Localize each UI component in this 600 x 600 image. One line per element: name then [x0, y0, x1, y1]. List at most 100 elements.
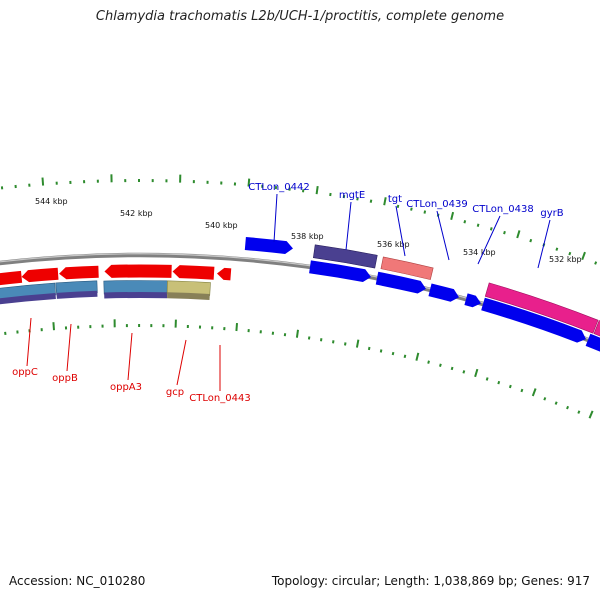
scale-tick [410, 207, 413, 211]
label-leader [537, 219, 551, 269]
scale-ticks: 544 kbp 542 kbp 540 kbp 538 kbp 536 kbp 534 k… [0, 174, 598, 419]
cds-reverse [172, 265, 215, 280]
cds-reverse-oppC-inner [0, 293, 56, 305]
scale-tick [476, 223, 480, 227]
scale-tick [427, 360, 430, 364]
scale-tick [450, 211, 455, 221]
scale-tick [396, 204, 400, 209]
scale-tick [520, 388, 524, 393]
cds-reverse [59, 265, 99, 280]
cds-forward-tgt [380, 256, 434, 280]
scale-tick [516, 230, 521, 239]
scale-tick [450, 366, 454, 371]
scale-tick-label: 532 kbp [549, 255, 582, 264]
scale-tick [383, 197, 387, 206]
scale-tick [332, 340, 335, 344]
scale-tick [555, 247, 559, 251]
label-leader [66, 323, 72, 372]
feature-labels: CTLon_0442 mgtE tgt CTLon_0439 CTLon_0438 gyr… [12, 182, 564, 404]
scale-tick [485, 377, 489, 381]
scale-tick [462, 370, 466, 374]
label-leader [345, 201, 352, 251]
scale-tick [508, 384, 512, 389]
map-title: Chlamydia trachomatis L2b/UCH-1/proctiti… [95, 9, 505, 24]
accession-text: Accession: NC_010280 [9, 574, 146, 588]
scale-tick [531, 388, 537, 397]
scale-tick [369, 199, 373, 203]
scale-tick-label: 544 kbp [35, 197, 68, 206]
cds-reverse [0, 270, 23, 286]
scale-tick [554, 401, 558, 405]
cds-forward [481, 297, 586, 343]
label-leader [273, 193, 278, 243]
scale-tick [295, 329, 299, 338]
cds-forward-mgtE [312, 244, 378, 269]
scale-tick [235, 323, 238, 332]
cds-reverse [104, 264, 172, 278]
scale-tick [307, 336, 311, 340]
cds-reverse-oppB-inner [56, 290, 98, 299]
label-leader [477, 215, 501, 265]
scale-tick [497, 380, 501, 385]
scale-tick [403, 354, 407, 359]
cds-forward [428, 283, 459, 302]
feature-label: CTLon_0443 [189, 393, 250, 404]
feature-label: gyrB [540, 208, 563, 219]
cds-reverse-oppA3-inner [104, 291, 168, 299]
label-leader [436, 210, 450, 261]
label-leader [26, 317, 32, 367]
cds-forward-gyrB [593, 320, 600, 337]
scale-tick [503, 230, 506, 235]
cds-forward [309, 260, 371, 283]
scale-tick [489, 227, 493, 231]
scale-tick [415, 352, 420, 361]
cds-reverse-gcp-inner [167, 292, 210, 301]
feature-label: tgt [388, 194, 402, 205]
scale-tick [247, 178, 251, 187]
scale-tick [474, 368, 479, 378]
scale-tick [588, 410, 594, 419]
scale-tick [463, 220, 467, 224]
feature-label: oppC [12, 367, 38, 378]
scale-tick [52, 322, 55, 331]
scale-tick [423, 210, 427, 214]
feature-label: gcp [166, 387, 184, 398]
feature-label: oppA3 [110, 382, 142, 393]
scale-tick [566, 405, 570, 410]
feature-label: CTLon_0442 [248, 182, 309, 193]
feature-label: CTLon_0439 [406, 199, 467, 210]
scale-tick [379, 349, 383, 353]
scale-tick [356, 197, 359, 201]
label-leader [176, 339, 187, 386]
feature-label: CTLon_0438 [472, 204, 533, 215]
scale-tick [355, 339, 360, 348]
scale-tick [315, 185, 319, 195]
scale-tick [439, 363, 442, 367]
cds-reverse [21, 267, 59, 283]
scale-tick [568, 251, 572, 256]
scale-tick-label: 542 kbp [120, 209, 153, 218]
feature-label: mgtE [339, 190, 365, 201]
scale-tick-label: 540 kbp [205, 221, 238, 230]
scale-tick [543, 397, 547, 401]
feature-track [0, 237, 600, 352]
scale-tick [581, 251, 586, 261]
scale-tick [342, 194, 346, 199]
cds-forward [464, 293, 481, 308]
scale-tick [594, 261, 598, 265]
scale-tick [391, 351, 395, 356]
cds-reverse [216, 267, 232, 281]
scale-tick-label: 536 kbp [377, 240, 410, 249]
scale-tick [41, 177, 45, 186]
scale-tick [344, 342, 347, 346]
cds-forward [375, 271, 426, 294]
summary-text: Topology: circular; Length: 1,038,869 bp… [271, 574, 590, 588]
scale-tick-label: 538 kbp [291, 232, 324, 241]
label-leader [395, 205, 406, 257]
label-leader [127, 332, 133, 381]
cds-forward [244, 237, 293, 255]
feature-label: oppB [52, 373, 78, 384]
scale-tick [529, 238, 533, 243]
scale-tick [577, 410, 581, 414]
